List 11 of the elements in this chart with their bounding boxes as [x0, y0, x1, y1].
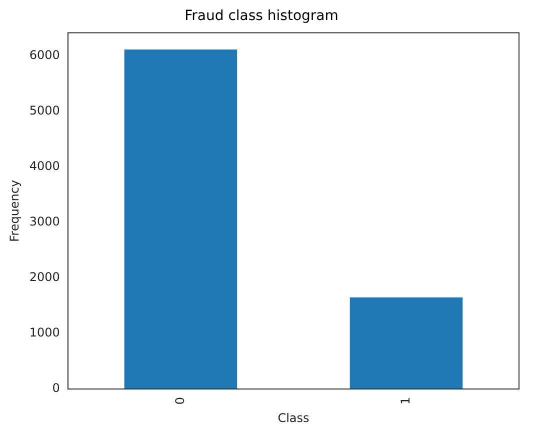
y-tick-label: 4000 — [29, 159, 60, 174]
y-axis-title: Frequency — [7, 180, 22, 242]
y-tick-label: 0 — [52, 381, 60, 396]
y-tick-label: 5000 — [29, 104, 60, 118]
y-tick-label: 3000 — [29, 214, 60, 229]
x-axis-title: Class — [278, 410, 310, 425]
y-tick-label: 2000 — [29, 270, 60, 284]
y-tick-label: 6000 — [29, 48, 60, 62]
y-tick-label: 1000 — [29, 326, 60, 340]
chart-title: Fraud class histogram — [184, 8, 338, 24]
x-tick-label: 1 — [398, 396, 412, 405]
